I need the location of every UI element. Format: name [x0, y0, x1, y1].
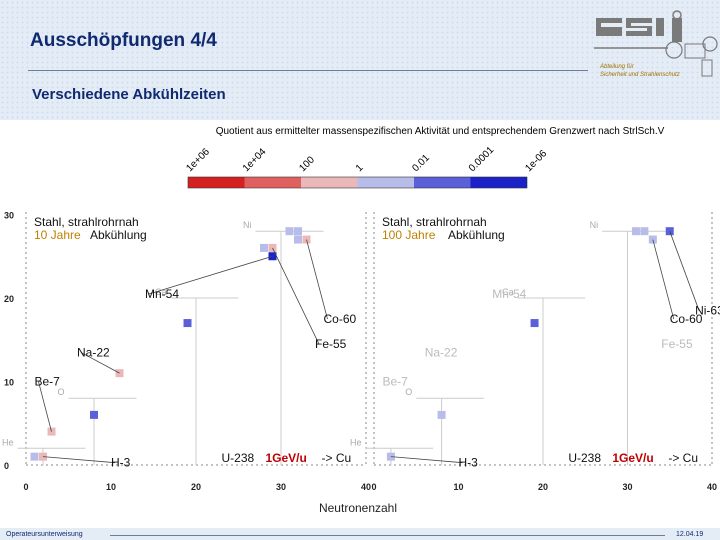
element-label: He — [2, 437, 14, 447]
element-label: O — [405, 387, 412, 397]
callout-line — [80, 352, 120, 374]
x-tick-label: 10 — [453, 482, 463, 492]
nuclide-cell — [285, 227, 294, 236]
nuclide-cell — [294, 227, 302, 236]
nuclide-cell — [90, 410, 98, 419]
callout-line — [669, 231, 700, 311]
callout-line — [652, 239, 675, 320]
slide-footer — [0, 528, 720, 540]
isotope-label: Co-60 — [324, 312, 357, 326]
scale-segment — [357, 177, 414, 188]
gsi-logo — [590, 10, 718, 80]
chart-area: Quotient aus ermittelter massenspezifisc… — [0, 120, 720, 530]
isotope-label: Na-22 — [425, 345, 458, 359]
nuclide-cell — [294, 235, 302, 244]
callout-line — [38, 381, 52, 432]
x-tick-label: 10 — [106, 482, 116, 492]
callout-line — [390, 456, 463, 464]
nuclide-cell — [631, 227, 640, 236]
logo-caption-line1: Abteilung für — [600, 64, 634, 70]
scale-tick-label: 1e+04 — [241, 146, 269, 174]
isotope-label: Mn-54 — [492, 287, 526, 301]
header-divider — [28, 70, 588, 71]
scale-segment — [188, 177, 245, 188]
x-tick-label: 40 — [707, 482, 717, 492]
scale-tick-label: 100 — [297, 154, 317, 174]
y-tick-label: 0 — [4, 461, 9, 471]
element-label: Ni — [590, 220, 599, 230]
y-tick-label: 20 — [4, 294, 14, 304]
gsi-logo-graphic — [594, 10, 718, 77]
footer-date: 12.04.19 — [676, 531, 704, 538]
x-tick-label: 40 — [361, 482, 371, 492]
x-tick-label: 20 — [191, 482, 201, 492]
isotope-label: Be-7 — [382, 375, 408, 389]
scale-tick-label: 1 — [354, 162, 366, 174]
scale-segment — [244, 177, 301, 188]
isotope-label: H-3 — [111, 456, 131, 470]
nuclide-cell — [640, 227, 649, 236]
x-tick-label: 20 — [538, 482, 548, 492]
page-subtitle: Verschiedene Abkühlzeiten — [32, 86, 226, 103]
scale-segment — [301, 177, 358, 188]
beam-prefix: U-238 — [222, 451, 255, 465]
x-tick-label: 30 — [622, 482, 632, 492]
isotope-label: Co-60 — [670, 312, 703, 326]
nuclide-cell — [183, 319, 192, 328]
scale-caption: Quotient aus ermittelter massenspezifisc… — [216, 126, 665, 137]
nuclide-cell — [530, 319, 539, 328]
nuclide-cell — [437, 410, 446, 419]
element-label: He — [350, 437, 362, 447]
x-axis-label: Neutronenzahl — [319, 501, 397, 515]
element-label: Ni — [243, 220, 252, 230]
scale-tick-label: 0.0001 — [467, 144, 497, 174]
isotope-label: Na-22 — [77, 345, 110, 359]
beam-target: -> Cu — [322, 451, 352, 465]
scale-tick-label: 1e-06 — [523, 148, 549, 174]
panel-title-line1: Stahl, strahlrohrnah — [382, 215, 487, 229]
nuclide-cell — [260, 243, 268, 252]
scale-segment — [414, 177, 471, 188]
y-tick-label: 10 — [4, 378, 14, 388]
callout-line — [306, 239, 328, 320]
isotope-label: Mn-54 — [145, 287, 179, 301]
isotope-label: Ni-63 — [695, 304, 720, 318]
footer-course: Operateursunterweisung — [6, 531, 83, 538]
beam-energy: 1GeV/u — [612, 451, 653, 465]
logo-caption-line2: Sicherheit und Strahlenschutz — [600, 72, 680, 78]
scale-tick-label: 0.01 — [410, 152, 432, 174]
isotope-label: Fe-55 — [315, 337, 347, 351]
footer-divider — [110, 535, 665, 536]
callout-line — [148, 255, 273, 295]
scale-tick-label: 1e+06 — [184, 146, 212, 174]
panel-title-period: 100 Jahre — [382, 228, 436, 242]
nuclide-chart: Quotient aus ermittelter massenspezifisc… — [2, 126, 720, 515]
logo-caption: Abteilung für Sicherheit und Strahlensch… — [600, 63, 680, 79]
x-tick-label: 0 — [23, 482, 28, 492]
isotope-label: Be-7 — [35, 375, 61, 389]
nuclide-cell — [268, 243, 277, 252]
nuclide-cell — [30, 452, 39, 461]
x-tick-label: 0 — [371, 482, 376, 492]
page-title: Ausschöpfungen 4/4 — [30, 30, 217, 51]
y-tick-label: 30 — [4, 211, 14, 221]
beam-energy: 1GeV/u — [266, 451, 307, 465]
panel-title-line1: Stahl, strahlrohrnah — [34, 215, 139, 229]
scale-bar-frame — [187, 176, 528, 189]
panel-title-period: 10 Jahre — [34, 228, 81, 242]
beam-target: -> Cu — [668, 451, 698, 465]
element-label: Ca — [502, 287, 514, 297]
callout-line — [42, 456, 116, 464]
element-label: Ca — [155, 287, 167, 297]
scale-segment — [470, 177, 527, 188]
x-tick-label: 30 — [276, 482, 286, 492]
isotope-label: H-3 — [459, 456, 479, 470]
panel-title-rest: Abkühlung — [90, 228, 147, 242]
element-label: O — [57, 387, 64, 397]
panel-title-rest: Abkühlung — [448, 228, 505, 242]
isotope-label: Fe-55 — [661, 337, 693, 351]
beam-prefix: U-238 — [568, 451, 601, 465]
callout-line — [272, 247, 320, 345]
